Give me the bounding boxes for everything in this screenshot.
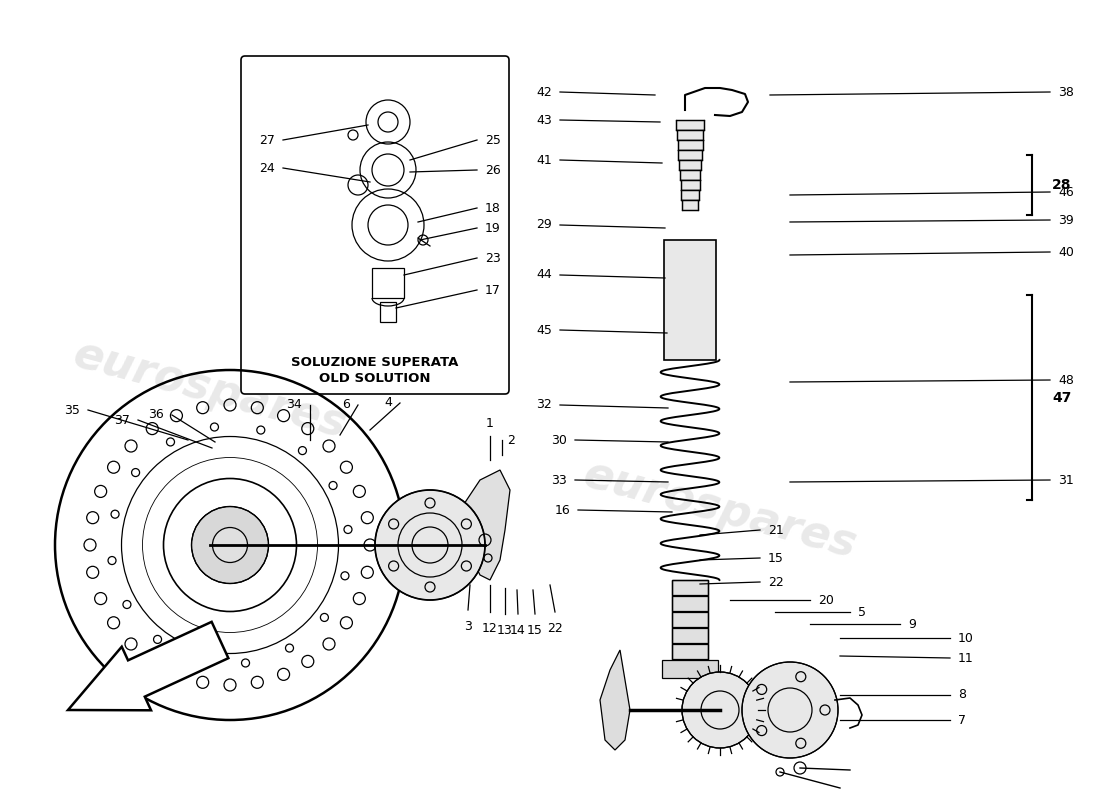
Text: eurospares: eurospares [579,453,861,567]
Text: SOLUZIONE SUPERATA: SOLUZIONE SUPERATA [292,355,459,369]
Circle shape [742,662,838,758]
Text: 13: 13 [497,624,513,637]
Text: 26: 26 [485,163,501,177]
Text: 4: 4 [384,397,392,410]
Text: 31: 31 [1058,474,1074,486]
Bar [676,120,704,130]
Bar [679,150,702,160]
Bar [672,596,708,611]
Bar [678,140,703,150]
Bar [672,612,708,627]
Text: 44: 44 [537,269,552,282]
Text: 46: 46 [1058,186,1074,198]
Bar [672,644,708,659]
Text: 25: 25 [485,134,501,146]
Text: 28: 28 [1052,178,1071,192]
Bar [664,240,716,360]
Text: 7: 7 [958,714,966,726]
Text: 12: 12 [482,622,498,635]
Bar [672,580,708,595]
Text: 24: 24 [260,162,275,174]
Text: 45: 45 [536,323,552,337]
Text: 48: 48 [1058,374,1074,386]
Bar [679,160,701,170]
Polygon shape [460,470,510,580]
Bar [672,580,708,660]
Text: eurospares: eurospares [68,333,352,447]
Circle shape [682,672,758,748]
Bar [682,200,698,210]
Text: 1: 1 [486,417,494,430]
Text: 20: 20 [818,594,834,606]
Text: 32: 32 [537,398,552,411]
Text: 35: 35 [64,403,80,417]
Text: 14: 14 [510,624,526,637]
Text: 36: 36 [148,409,164,422]
Text: 41: 41 [537,154,552,166]
Bar [662,660,718,678]
Text: 15: 15 [768,551,784,565]
Bar [681,180,700,190]
Text: 8: 8 [958,689,966,702]
Bar [379,302,396,322]
Bar [672,628,708,643]
Text: OLD SOLUTION: OLD SOLUTION [319,371,431,385]
Text: 30: 30 [551,434,566,446]
Text: 42: 42 [537,86,552,98]
Text: 21: 21 [768,523,783,537]
Text: 40: 40 [1058,246,1074,258]
Text: 47: 47 [1052,390,1071,405]
Text: 23: 23 [485,251,501,265]
Polygon shape [600,650,630,750]
Bar [681,190,698,200]
Text: 10: 10 [958,631,974,645]
Text: 37: 37 [114,414,130,426]
Text: 18: 18 [485,202,501,214]
Text: 39: 39 [1058,214,1074,226]
Text: 29: 29 [537,218,552,231]
Text: 22: 22 [768,575,783,589]
Bar [372,268,404,298]
Circle shape [212,527,248,562]
Bar [676,130,703,140]
Text: 3: 3 [464,620,472,633]
Text: 38: 38 [1058,86,1074,98]
Text: 11: 11 [958,651,974,665]
Polygon shape [68,622,229,710]
FancyBboxPatch shape [241,56,509,394]
Text: 43: 43 [537,114,552,126]
Text: 17: 17 [485,283,501,297]
Text: 22: 22 [547,622,563,635]
Text: 16: 16 [554,503,570,517]
Text: 2: 2 [507,434,515,446]
Circle shape [191,506,268,583]
Text: 9: 9 [908,618,916,630]
Text: 34: 34 [286,398,302,411]
Text: 6: 6 [342,398,350,411]
Text: 33: 33 [551,474,566,486]
Text: 5: 5 [858,606,866,618]
Text: 19: 19 [485,222,501,234]
Text: 27: 27 [260,134,275,146]
Bar [680,170,701,180]
Text: 15: 15 [527,624,543,637]
Circle shape [375,490,485,600]
